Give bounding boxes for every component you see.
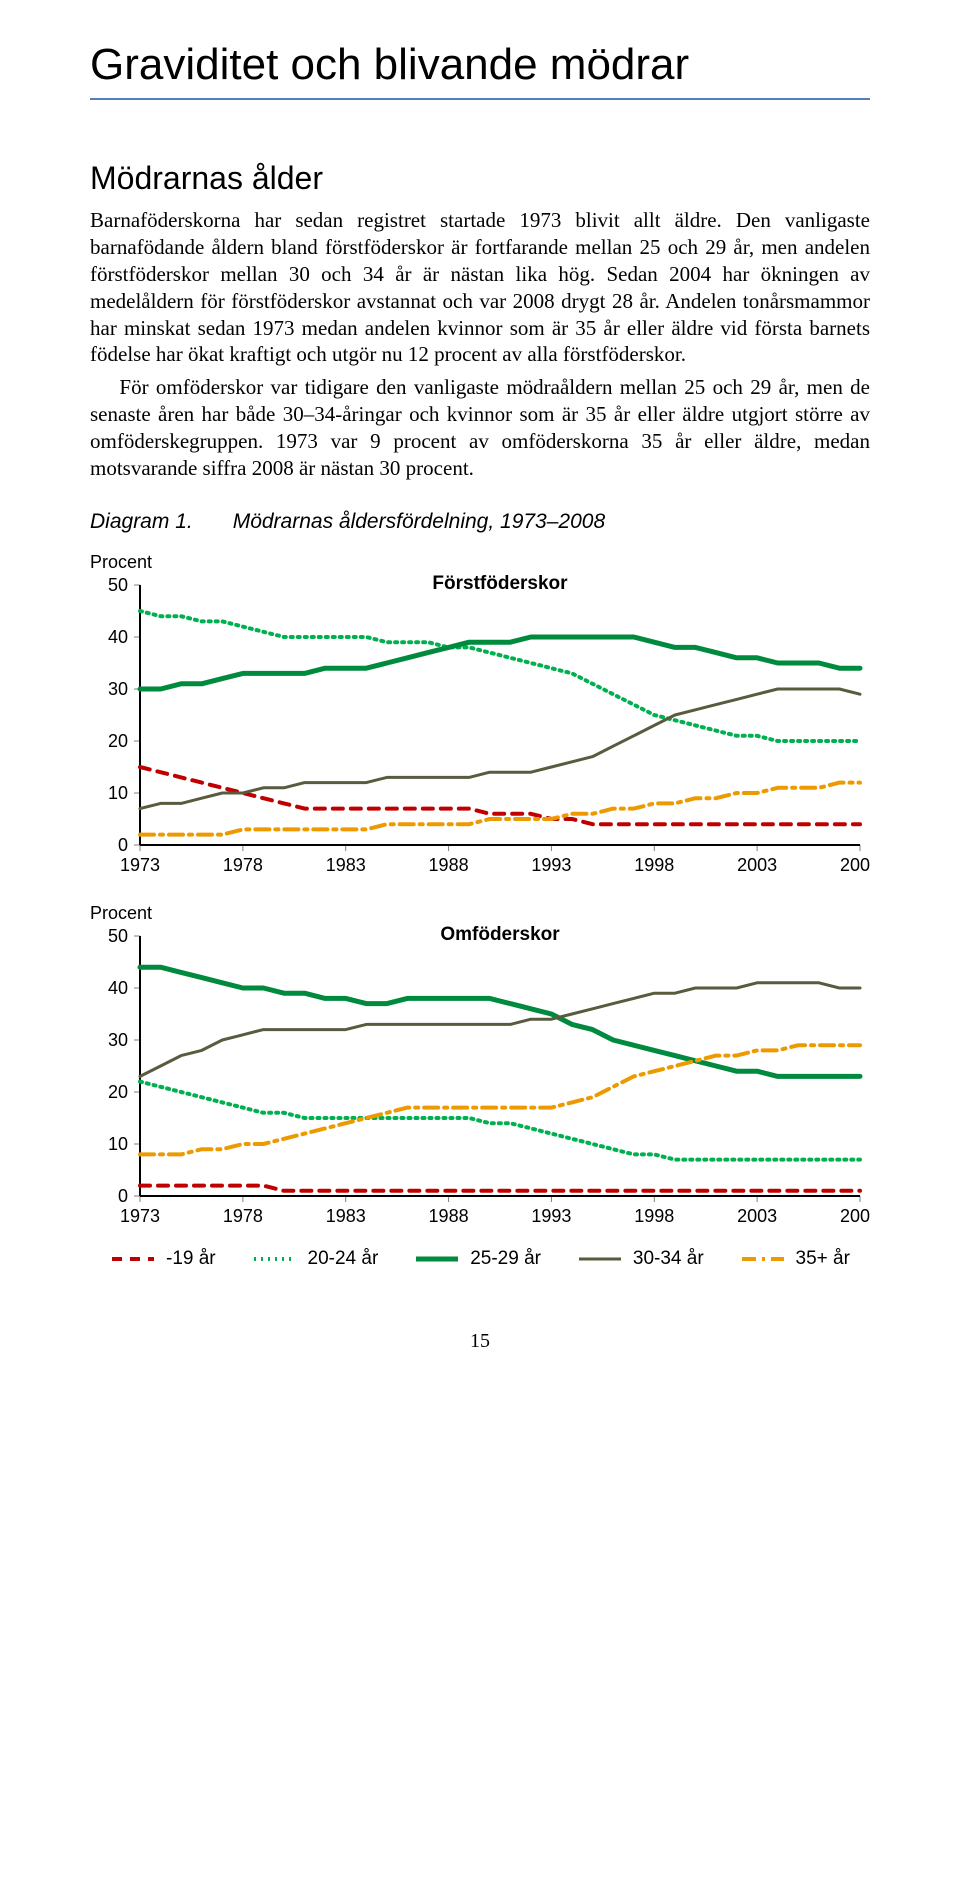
legend-item: 25-29 år bbox=[414, 1248, 541, 1270]
legend-label: 30-34 år bbox=[633, 1248, 704, 1270]
chart-2-wrap: Procent 0 10 20 30 40 50 1973 1978 1983 1988 1993 1… bbox=[90, 903, 870, 1236]
svg-text:20: 20 bbox=[108, 731, 128, 751]
legend-label: 35+ år bbox=[796, 1248, 850, 1270]
svg-text:2003: 2003 bbox=[737, 1206, 777, 1226]
svg-text:1973: 1973 bbox=[120, 855, 160, 875]
paragraph-2: För omföderskor var tidigare den vanliga… bbox=[90, 374, 870, 482]
title-rule bbox=[90, 98, 870, 100]
svg-text:1993: 1993 bbox=[531, 1206, 571, 1226]
legend-label: 25-29 år bbox=[470, 1248, 541, 1270]
svg-text:1978: 1978 bbox=[223, 1206, 263, 1226]
paragraph-1: Barnaföderskorna har sedan registret sta… bbox=[90, 207, 870, 368]
legend-item: 20-24 år bbox=[252, 1248, 379, 1270]
svg-text:0: 0 bbox=[118, 1186, 128, 1206]
chart-legend: -19 år 20-24 år 25-29 år 30-34 år 35+ år bbox=[90, 1248, 870, 1270]
legend-item: -19 år bbox=[110, 1248, 216, 1270]
svg-text:40: 40 bbox=[108, 978, 128, 998]
chart-1-ylabel: Procent bbox=[90, 552, 870, 573]
page-number: 15 bbox=[90, 1330, 870, 1353]
chart-omfoderskor: 0 10 20 30 40 50 1973 1978 1983 1988 1993 1998 2003 2… bbox=[90, 926, 870, 1236]
svg-text:1998: 1998 bbox=[634, 1206, 674, 1226]
svg-text:2008: 2008 bbox=[840, 1206, 870, 1226]
svg-text:20: 20 bbox=[108, 1082, 128, 1102]
legend-label: -19 år bbox=[166, 1248, 216, 1270]
svg-text:1973: 1973 bbox=[120, 1206, 160, 1226]
legend-item: 30-34 år bbox=[577, 1248, 704, 1270]
svg-text:50: 50 bbox=[108, 926, 128, 946]
legend-item: 35+ år bbox=[740, 1248, 850, 1270]
svg-text:40: 40 bbox=[108, 627, 128, 647]
svg-text:1998: 1998 bbox=[634, 855, 674, 875]
svg-text:1983: 1983 bbox=[326, 855, 366, 875]
svg-text:1983: 1983 bbox=[326, 1206, 366, 1226]
chart-forstfoderskor: 0 10 20 30 40 50 1973 1978 1983 1988 1993 1998 2003 2… bbox=[90, 575, 870, 885]
svg-text:2003: 2003 bbox=[737, 855, 777, 875]
section-heading: Mödrarnas ålder bbox=[90, 160, 870, 197]
svg-text:1978: 1978 bbox=[223, 855, 263, 875]
svg-text:30: 30 bbox=[108, 679, 128, 699]
svg-text:10: 10 bbox=[108, 1134, 128, 1154]
svg-text:2008: 2008 bbox=[840, 855, 870, 875]
svg-text:1993: 1993 bbox=[531, 855, 571, 875]
svg-text:1988: 1988 bbox=[429, 855, 469, 875]
diagram-caption-row: Diagram 1. Mödrarnas åldersfördelning, 1… bbox=[90, 510, 870, 534]
svg-text:1988: 1988 bbox=[429, 1206, 469, 1226]
svg-text:Omföderskor: Omföderskor bbox=[440, 926, 560, 945]
chart-2-ylabel: Procent bbox=[90, 903, 870, 924]
page-title: Graviditet och blivande mödrar bbox=[90, 40, 870, 90]
svg-text:50: 50 bbox=[108, 575, 128, 595]
diagram-caption: Mödrarnas åldersfördelning, 1973–2008 bbox=[233, 510, 605, 534]
diagram-number: Diagram 1. bbox=[90, 510, 193, 534]
legend-label: 20-24 år bbox=[308, 1248, 379, 1270]
svg-text:10: 10 bbox=[108, 783, 128, 803]
svg-text:0: 0 bbox=[118, 835, 128, 855]
svg-text:30: 30 bbox=[108, 1030, 128, 1050]
chart-1-wrap: Procent 0 10 20 30 40 50 1973 1978 1983 1988 1993 1… bbox=[90, 552, 870, 885]
svg-text:Förstföderskor: Förstföderskor bbox=[432, 575, 568, 594]
